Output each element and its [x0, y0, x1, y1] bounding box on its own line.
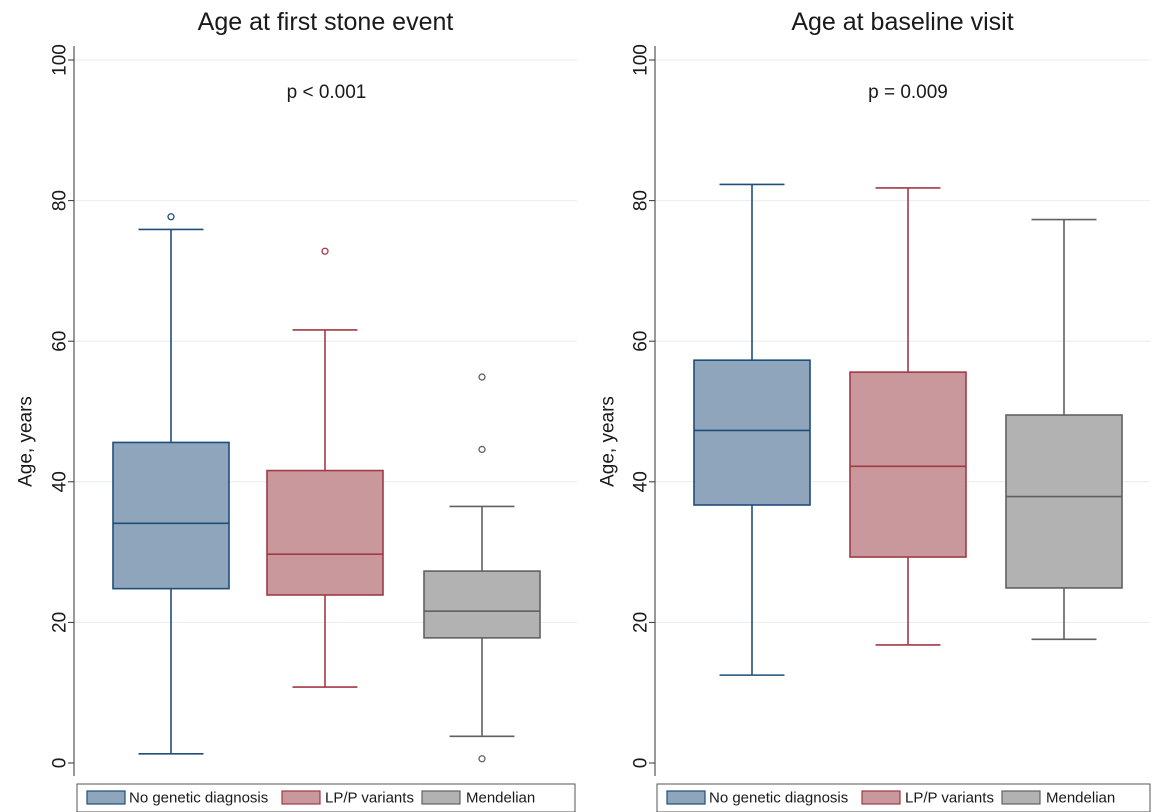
chart-panel-1: 0 20 40 60 80 100 Age, years Age at first stone…: [16, 8, 577, 812]
y-tick-label: 20: [50, 612, 71, 633]
legend-label: LP/P variants: [905, 790, 994, 807]
legend-swatch: [421, 790, 461, 805]
outlier-point: [478, 445, 486, 454]
y-axis-label: Age, years: [16, 396, 37, 487]
legend-label: No genetic diagnosis: [129, 790, 268, 807]
y-tick-label: 40: [50, 471, 71, 492]
legend-label: Mendelian: [1046, 790, 1115, 807]
legend-frame: [656, 783, 1151, 812]
iqr-box: [693, 359, 811, 506]
outlier-point: [478, 755, 486, 763]
iqr-box: [112, 441, 230, 590]
p-value-annotation: p = 0.009: [868, 82, 948, 103]
legend-frame: [76, 783, 576, 812]
y-axis-label: Age, years: [598, 396, 619, 487]
y-tick-label: 20: [631, 612, 652, 633]
y-tick-label: 0: [631, 758, 652, 769]
box-group-2: [266, 247, 384, 688]
y-tick-label: 100: [631, 44, 652, 76]
legend-swatch: [666, 790, 706, 805]
box-group-2: [849, 187, 967, 646]
y-tick-label: 80: [50, 190, 71, 211]
legend: No genetic diagnosis LP/P variants Mendeli…: [76, 783, 576, 812]
box-group-1: [693, 183, 811, 676]
legend-swatch: [86, 790, 126, 805]
p-value-annotation: p < 0.001: [287, 82, 367, 103]
legend-swatch: [1001, 790, 1041, 805]
legend-label: No genetic diagnosis: [709, 790, 848, 807]
legend-swatch: [281, 790, 321, 805]
y-tick-label: 60: [631, 331, 652, 352]
legend-label: Mendelian: [466, 790, 535, 807]
chart-panel-2: 0 20 40 60 80 100 Age, years Age at baseline vi…: [598, 8, 1151, 812]
iqr-box: [1005, 414, 1123, 589]
box-group-3: [423, 373, 541, 763]
y-tick-label: 100: [50, 44, 71, 76]
chart-title: Age at baseline visit: [791, 8, 1013, 36]
legend-swatch: [861, 790, 901, 805]
iqr-box: [849, 371, 967, 558]
y-tick-label: 0: [50, 758, 71, 769]
box-group-1: [112, 213, 230, 755]
legend-label: LP/P variants: [325, 790, 414, 807]
y-tick-label: 40: [631, 471, 652, 492]
legend: No genetic diagnosis LP/P variants Mendeli…: [656, 783, 1151, 812]
iqr-box: [266, 469, 384, 596]
iqr-box: [423, 570, 541, 639]
chart-title: Age at first stone event: [198, 8, 454, 36]
y-tick-label: 80: [631, 190, 652, 211]
outlier-point: [167, 213, 175, 221]
y-tick-label: 60: [50, 331, 71, 352]
outlier-point: [478, 373, 486, 381]
box-group-3: [1005, 218, 1123, 641]
outlier-point: [321, 247, 329, 255]
